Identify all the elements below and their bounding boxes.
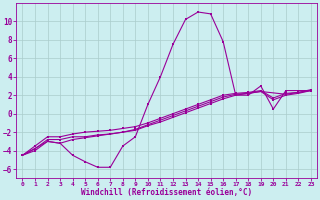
X-axis label: Windchill (Refroidissement éolien,°C): Windchill (Refroidissement éolien,°C) <box>81 188 252 197</box>
